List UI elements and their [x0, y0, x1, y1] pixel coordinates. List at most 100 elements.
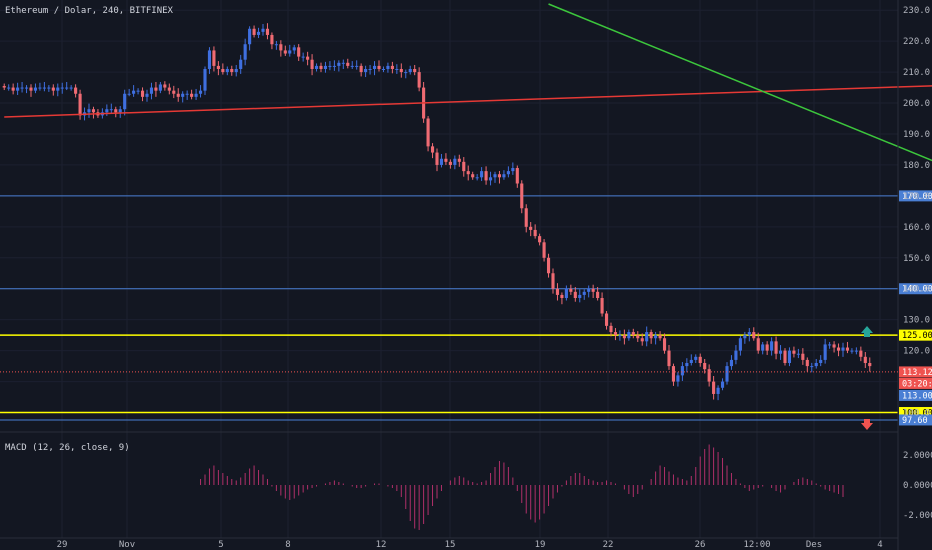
level-tag-label: 140.00	[902, 285, 932, 295]
candle-body	[488, 177, 493, 181]
candle-body	[756, 338, 760, 351]
level-tag-label: 97.60	[902, 416, 928, 426]
candle-body	[729, 359, 734, 367]
price-tick-label: 220.0	[903, 37, 930, 47]
candle-body	[74, 87, 78, 94]
price-tick-label: 190.0	[903, 130, 930, 140]
price-tick-label: 100.0	[903, 409, 930, 419]
candle-body	[216, 65, 220, 69]
price-tag	[899, 377, 932, 389]
candle-body	[33, 87, 38, 91]
candle-body	[823, 344, 827, 360]
price-tick-label: 180.0	[903, 161, 930, 171]
candle-body	[136, 90, 140, 92]
candle-body	[118, 109, 122, 113]
candle-body	[42, 87, 46, 89]
candle-body	[69, 87, 73, 89]
candle-body	[845, 347, 850, 351]
candle-body	[694, 356, 698, 360]
price-tag	[899, 366, 932, 378]
candle-body	[207, 50, 212, 69]
candle-body	[413, 68, 417, 73]
candle-body	[555, 288, 560, 295]
candle-body	[475, 177, 479, 179]
candle-body	[56, 87, 60, 91]
candle-body	[542, 242, 546, 258]
macd-axis[interactable]: -2.0000 0.0000 2.0000	[903, 451, 932, 521]
candle-body	[604, 313, 609, 326]
candle-body	[778, 350, 783, 354]
candle-body	[109, 109, 113, 111]
candle-body	[123, 93, 127, 110]
candle-body	[20, 87, 24, 89]
candle-body	[560, 294, 564, 299]
time-tick-label: 26	[695, 540, 706, 550]
candle-body	[145, 93, 149, 97]
candle-body	[172, 90, 176, 94]
macd-tick-label: 2.0000	[903, 451, 932, 461]
candlestick-series[interactable]	[2, 23, 872, 401]
candle-body	[448, 161, 452, 165]
trend-line	[4, 85, 932, 118]
candle-body	[497, 174, 502, 178]
candle-body	[868, 363, 872, 367]
candle-body	[417, 72, 421, 88]
time-axis[interactable]: 29 Nov 5 8 12 15 19 22 26 12:00 Des 4	[57, 540, 883, 550]
level-tag	[899, 407, 932, 419]
candle-body	[306, 56, 310, 60]
candle-body	[520, 183, 524, 209]
candle-body	[364, 68, 368, 73]
candle-body	[408, 68, 412, 73]
candle-body	[631, 332, 635, 336]
candle-body	[47, 87, 51, 89]
candle-body	[685, 363, 689, 367]
candle-body	[662, 338, 667, 351]
macd-tick-label: -2.0000	[903, 511, 932, 521]
time-tick-label: 29	[57, 540, 68, 550]
candle-body	[859, 350, 863, 357]
macd-title: MACD (12, 26, close, 9)	[5, 443, 130, 453]
candle-body	[484, 171, 488, 181]
candle-body	[596, 291, 600, 299]
candle-body	[239, 59, 243, 69]
candle-body	[747, 332, 751, 336]
candle-body	[770, 341, 774, 351]
candle-body	[582, 291, 586, 295]
time-tick-label: Des	[806, 540, 822, 550]
candle-body	[854, 350, 858, 352]
candle-body	[24, 87, 29, 89]
candle-body	[377, 65, 381, 69]
candle-body	[689, 359, 693, 364]
candle-body	[404, 72, 408, 74]
macd-histogram[interactable]	[200, 444, 844, 531]
candle-body	[341, 62, 345, 64]
candle-body	[310, 59, 314, 69]
candle-body	[578, 294, 582, 299]
trend-line	[548, 3, 932, 162]
candle-body	[198, 90, 203, 94]
candle-body	[618, 335, 622, 337]
price-grid	[0, 0, 898, 538]
candle-body	[337, 62, 341, 66]
time-tick-label: 15	[445, 540, 456, 550]
candle-body	[212, 50, 216, 66]
candle-body	[810, 366, 814, 368]
candle-body	[158, 84, 162, 91]
candle-body	[288, 50, 292, 54]
candle-body	[60, 87, 64, 89]
candle-body	[814, 363, 818, 367]
candle-body	[649, 332, 653, 339]
time-tick-label: 8	[285, 540, 290, 550]
candle-body	[252, 28, 256, 35]
candle-body	[667, 350, 671, 367]
trend-lines[interactable]	[4, 3, 932, 428]
time-tick-label: Nov	[119, 540, 135, 550]
candle-body	[38, 87, 42, 89]
price-tick-label: 120.0	[903, 347, 930, 357]
candle-body	[801, 353, 805, 360]
candle-body	[622, 335, 626, 339]
level-tag	[899, 414, 932, 426]
candle-body	[680, 366, 684, 376]
